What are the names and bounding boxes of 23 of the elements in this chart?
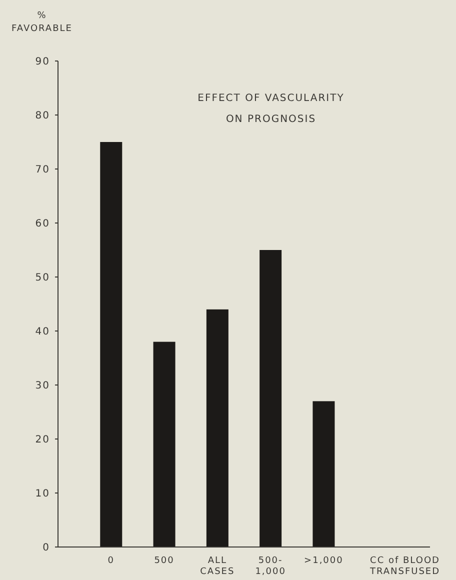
x-tick-label: >1,000 bbox=[304, 556, 344, 566]
y-axis-title: % FAVORABLE bbox=[12, 11, 72, 34]
x-axis-title: CC of BLOOD TRANSFUSED bbox=[368, 556, 440, 577]
y-tick-label: 40 bbox=[35, 326, 50, 338]
y-tick-label: 90 bbox=[35, 56, 50, 68]
y-tick-label: 30 bbox=[35, 380, 50, 392]
y-tick-label: 20 bbox=[35, 434, 50, 446]
y-tick-label: 50 bbox=[35, 272, 50, 284]
y-tick-label: 0 bbox=[42, 542, 50, 554]
bar bbox=[100, 142, 122, 547]
x-tick-label: 500 bbox=[154, 556, 174, 566]
x-tick-label: ALL CASES bbox=[200, 556, 235, 577]
bar bbox=[312, 401, 335, 547]
bar bbox=[260, 250, 282, 547]
y-tick-label: 70 bbox=[35, 164, 50, 176]
x-tick-label: 500- 1,000 bbox=[255, 556, 286, 577]
text: EFFECT OF VASCULARITY ON PROGNOSIS bbox=[198, 93, 344, 125]
y-tick-label: 80 bbox=[35, 110, 50, 122]
y-tick-label: 10 bbox=[35, 488, 50, 500]
bar bbox=[206, 309, 228, 547]
x-tick-label: 0 bbox=[108, 556, 115, 566]
y-tick-label: 60 bbox=[35, 218, 50, 230]
bar bbox=[153, 342, 176, 547]
